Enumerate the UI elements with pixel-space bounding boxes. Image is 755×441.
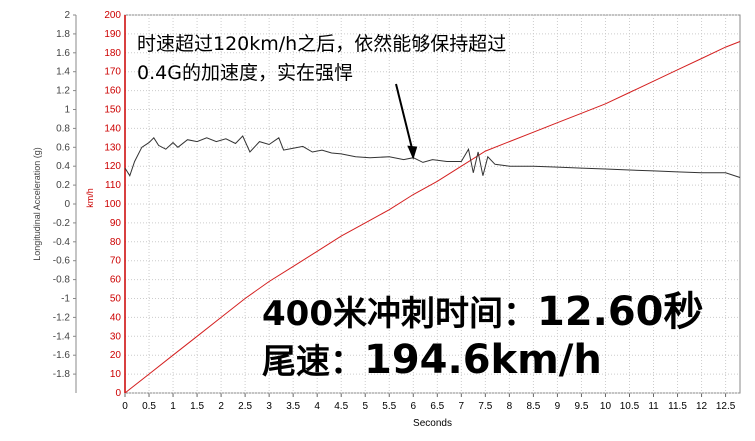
- x-axis-label: Seconds: [413, 418, 452, 429]
- y-left-tick-label: -0.6: [53, 256, 71, 267]
- speed-series-line: [124, 41, 741, 394]
- x-tick-label: 11.5: [668, 401, 687, 412]
- y-right-tick-label: 110: [105, 180, 121, 191]
- y-right-tick-label: 0: [115, 388, 121, 399]
- y-left-tick-label: -1: [61, 294, 70, 305]
- y-left-tick-label: -1.8: [53, 369, 71, 380]
- x-tick-label: 5: [362, 401, 368, 412]
- y-left-tick-label: 0.8: [56, 123, 70, 134]
- y-left-tick-label: -1.6: [53, 350, 71, 361]
- y-left-tick-label: -0.4: [53, 237, 71, 248]
- x-tick-label: 1.5: [190, 401, 204, 412]
- y-left-tick-label: -0.2: [53, 218, 71, 229]
- x-tick-label: 0: [122, 401, 128, 412]
- y-right-tick-label: 90: [110, 218, 122, 229]
- y-left-tick-label: 2: [64, 10, 70, 21]
- x-tick-label: 1: [170, 401, 176, 412]
- y-left-tick-label: 1.2: [56, 86, 70, 97]
- annotation-line-2: 0.4G的加速度，实在强悍: [137, 62, 353, 84]
- y-right-tick-label: 160: [104, 86, 121, 97]
- y-right-tick-label: 150: [104, 105, 121, 116]
- x-tick-label: 12.5: [716, 401, 736, 412]
- result-time-value: 12.60秒: [536, 289, 704, 335]
- annotation-line-1: 时速超过120km/h之后，依然能够保持超过: [137, 33, 507, 55]
- y-right-tick-label: 20: [110, 350, 122, 361]
- result-time: 400米冲刺时间：12.60秒: [262, 279, 704, 337]
- y-left-axis-label: Longitudinal Acceleration (g): [32, 147, 42, 261]
- y-left-tick-label: 1.8: [56, 29, 70, 40]
- x-tick-label: 7: [459, 401, 465, 412]
- y-right-tick-label: 60: [110, 275, 122, 286]
- result-time-label: 400米冲刺时间：: [262, 294, 537, 334]
- x-tick-label: 10.5: [620, 401, 640, 412]
- y-left-tick-label: 0.4: [56, 161, 70, 172]
- y-right-tick-label: 30: [110, 331, 122, 342]
- x-tick-label: 2.5: [238, 401, 252, 412]
- x-tick-label: 9: [555, 401, 561, 412]
- x-tick-label: 8.5: [526, 401, 540, 412]
- acceleration-series-line: [124, 135, 741, 178]
- y-right-tick-label: 100: [104, 199, 121, 210]
- x-tick-label: 6: [411, 401, 417, 412]
- y-left-tick-label: 0.6: [56, 142, 70, 153]
- x-tick-label: 7.5: [478, 401, 492, 412]
- x-tick-label: 4.5: [334, 401, 348, 412]
- x-tick-label: 11: [648, 401, 659, 412]
- result-speed-value: 194.6km/h: [364, 337, 602, 383]
- y-right-tick-label: 80: [110, 237, 122, 248]
- y-right-tick-label: 10: [110, 369, 122, 380]
- y-left-tick-label: -0.8: [53, 275, 71, 286]
- x-tick-label: 2: [218, 401, 224, 412]
- annotation-arrow-shaft: [395, 83, 415, 154]
- x-tick-label: 12: [696, 401, 708, 412]
- y-right-tick-label: 130: [104, 142, 121, 153]
- x-tick-label: 9.5: [574, 401, 588, 412]
- x-tick-label: 6.5: [430, 401, 444, 412]
- x-tick-label: 0.5: [142, 401, 156, 412]
- x-tick-label: 3: [266, 401, 272, 412]
- result-speed-label: 尾速：: [262, 342, 364, 382]
- result-speed: 尾速：194.6km/h: [262, 334, 602, 383]
- y-right-tick-label: 70: [110, 256, 122, 267]
- y-right-tick-label: 50: [110, 294, 122, 305]
- y-right-tick-label: 180: [104, 48, 121, 59]
- y-right-tick-label: 120: [104, 161, 121, 172]
- y-right-tick-label: 190: [104, 29, 121, 40]
- y-left-tick-label: 0: [64, 199, 70, 210]
- x-tick-label: 4: [314, 401, 320, 412]
- x-tick-label: 8: [507, 401, 513, 412]
- x-tick-label: 10: [600, 401, 612, 412]
- y-right-tick-label: 140: [104, 123, 121, 134]
- y-right-axis-label: km/h: [85, 188, 95, 208]
- y-right-tick-label: 170: [104, 67, 121, 78]
- y-left-tick-label: 1.6: [56, 48, 70, 59]
- x-tick-label: 3.5: [286, 401, 300, 412]
- y-left-tick-label: 1: [64, 105, 70, 116]
- y-left-tick-label: 0.2: [56, 180, 70, 191]
- y-right-tick-label: 200: [104, 10, 121, 21]
- y-left-tick-label: 1.4: [56, 67, 70, 78]
- y-left-tick-label: -1.2: [53, 312, 71, 323]
- y-left-tick-label: -1.4: [53, 331, 71, 342]
- y-right-tick-label: 40: [110, 312, 122, 323]
- x-tick-label: 5.5: [382, 401, 396, 412]
- annotation-arrow-head: [407, 145, 418, 160]
